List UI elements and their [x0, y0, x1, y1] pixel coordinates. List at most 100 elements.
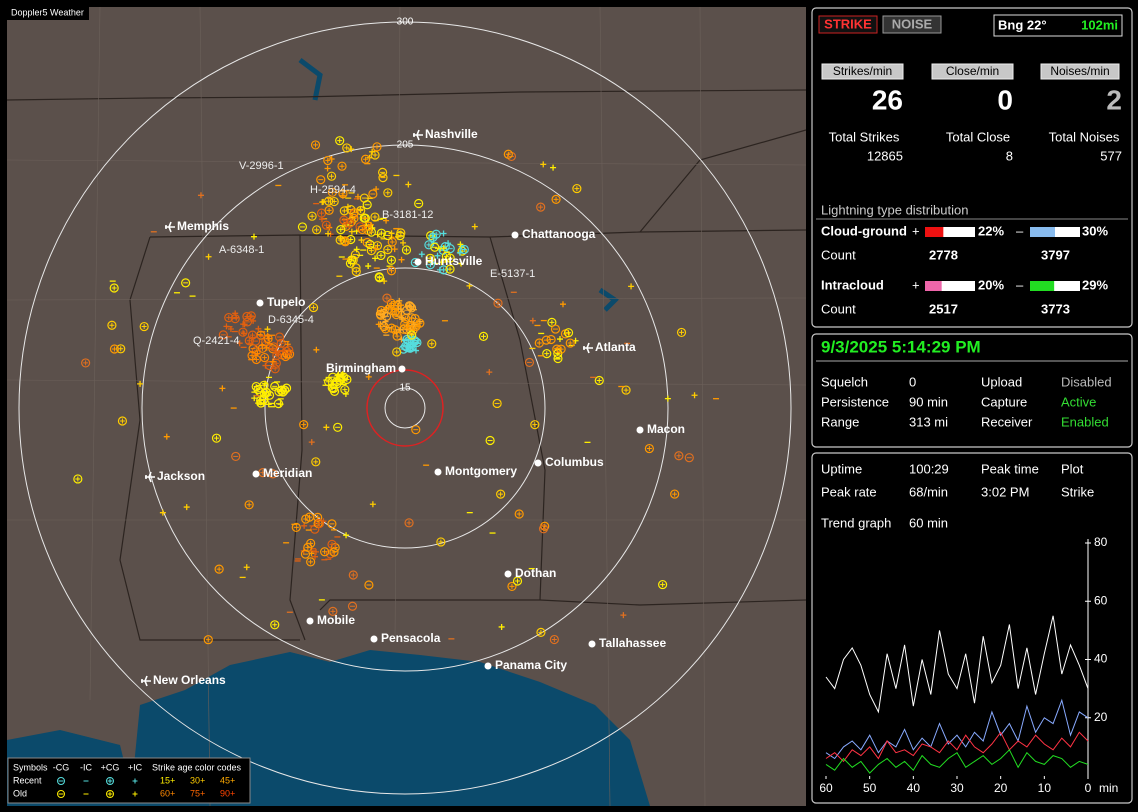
strike-symbol — [309, 213, 315, 219]
strike-symbol — [246, 338, 252, 344]
strike-symbol — [429, 341, 435, 347]
strike-symbol — [658, 579, 668, 590]
strike-symbol — [272, 350, 282, 360]
strike-symbol — [486, 369, 493, 376]
strike-symbol — [459, 244, 469, 255]
strike-symbol — [558, 346, 564, 352]
city-label: Panama City — [495, 658, 567, 672]
strike-symbol — [350, 572, 356, 578]
total-value: 12865 — [867, 148, 903, 163]
legend-age: 75+ — [190, 788, 205, 798]
strike-symbol — [340, 237, 350, 247]
strike-symbol — [514, 509, 524, 519]
storm-label: V-2996-1 — [239, 160, 284, 172]
strike-button-label[interactable]: STRIKE — [824, 16, 872, 31]
strike-symbol — [594, 375, 604, 386]
strike-symbol — [691, 392, 698, 399]
strike-symbol — [381, 324, 391, 334]
legend-symbol — [57, 777, 65, 785]
strike-symbol — [339, 206, 349, 216]
strike-symbol — [434, 252, 441, 259]
strike-symbol — [307, 211, 317, 221]
strike-symbol — [414, 198, 424, 209]
strike-symbol — [329, 547, 339, 557]
strike-symbol — [457, 241, 464, 248]
bearing-box — [993, 14, 1123, 37]
strike-symbol — [471, 223, 478, 230]
strike-symbol — [478, 331, 489, 342]
strike-symbol — [244, 500, 254, 510]
strike-symbol — [329, 541, 335, 547]
total-label: Total Close — [946, 129, 1010, 144]
percent-bar — [1030, 281, 1055, 291]
strike-symbol — [660, 582, 666, 588]
city-label: Montgomery — [445, 464, 517, 478]
strike-symbol — [385, 190, 391, 196]
title-box — [7, 5, 89, 20]
strike-symbol — [232, 310, 239, 317]
strike-symbol — [262, 355, 268, 361]
strike-symbol — [224, 312, 234, 323]
x-tick-label: 20 — [994, 781, 1008, 795]
strike-symbol — [372, 214, 378, 220]
strike-symbol — [308, 439, 315, 446]
strike-symbol — [563, 328, 574, 338]
strike-symbol — [596, 378, 602, 384]
strike-symbol — [396, 297, 403, 304]
strike-symbol — [413, 347, 420, 354]
strike-symbol — [646, 446, 652, 452]
trend-line — [825, 748, 1089, 774]
strike-symbol — [339, 163, 345, 169]
strike-symbol — [313, 346, 320, 353]
strike-symbol — [406, 520, 412, 526]
map[interactable]: 300 205 15 Nashville Memphis Chattanooga Hu… — [6, 6, 807, 807]
strike-symbol — [556, 336, 563, 343]
strike-symbol — [565, 338, 575, 348]
strike-symbol — [349, 208, 359, 218]
city-label: Chattanooga — [522, 227, 596, 241]
legend-symbol — [106, 790, 114, 798]
city-label: New Orleans — [153, 673, 226, 687]
strike-symbol — [330, 608, 336, 614]
strike-symbol — [391, 310, 401, 320]
strike-symbol — [389, 239, 395, 245]
strike-symbol — [394, 349, 400, 355]
status-panel — [811, 333, 1133, 448]
strike-symbol — [75, 476, 81, 482]
strike-symbol — [440, 230, 447, 237]
strike-symbol — [316, 520, 322, 526]
strike-symbol — [387, 237, 397, 247]
strike-symbol — [426, 242, 432, 248]
strike-symbol — [259, 352, 270, 363]
legend-header: -IC — [80, 762, 92, 772]
legend-symbol — [106, 777, 114, 785]
strike-button[interactable] — [818, 15, 878, 34]
strike-symbol — [242, 317, 253, 327]
legend-age: 30+ — [190, 775, 205, 785]
strike-symbol — [372, 245, 379, 252]
strike-symbol — [181, 278, 191, 288]
city-label: Dothan — [515, 566, 556, 580]
distance: 102mi — [1081, 17, 1118, 32]
strike-symbol — [382, 318, 389, 325]
strike-symbol — [313, 459, 319, 465]
strike-symbol — [400, 341, 411, 352]
strike-symbol — [388, 230, 395, 237]
city-dot — [534, 459, 542, 467]
strike-symbol — [247, 351, 257, 361]
bar-track — [925, 281, 975, 291]
strike-symbol — [253, 384, 259, 390]
noise-button[interactable] — [882, 15, 942, 34]
legend-symbol — [57, 790, 65, 798]
strike-symbol — [512, 576, 523, 586]
strike-symbol — [339, 192, 346, 199]
strike-symbol — [323, 424, 330, 431]
rate-header-box — [821, 63, 904, 80]
y-tick-label: 40 — [1094, 652, 1108, 666]
strike-symbol — [308, 302, 319, 313]
stats-panel — [811, 452, 1133, 804]
noise-button-label[interactable]: NOISE — [892, 16, 933, 31]
strike-symbol — [313, 142, 319, 148]
airport-icon — [145, 471, 155, 483]
stat-label: Uptime — [821, 461, 862, 476]
